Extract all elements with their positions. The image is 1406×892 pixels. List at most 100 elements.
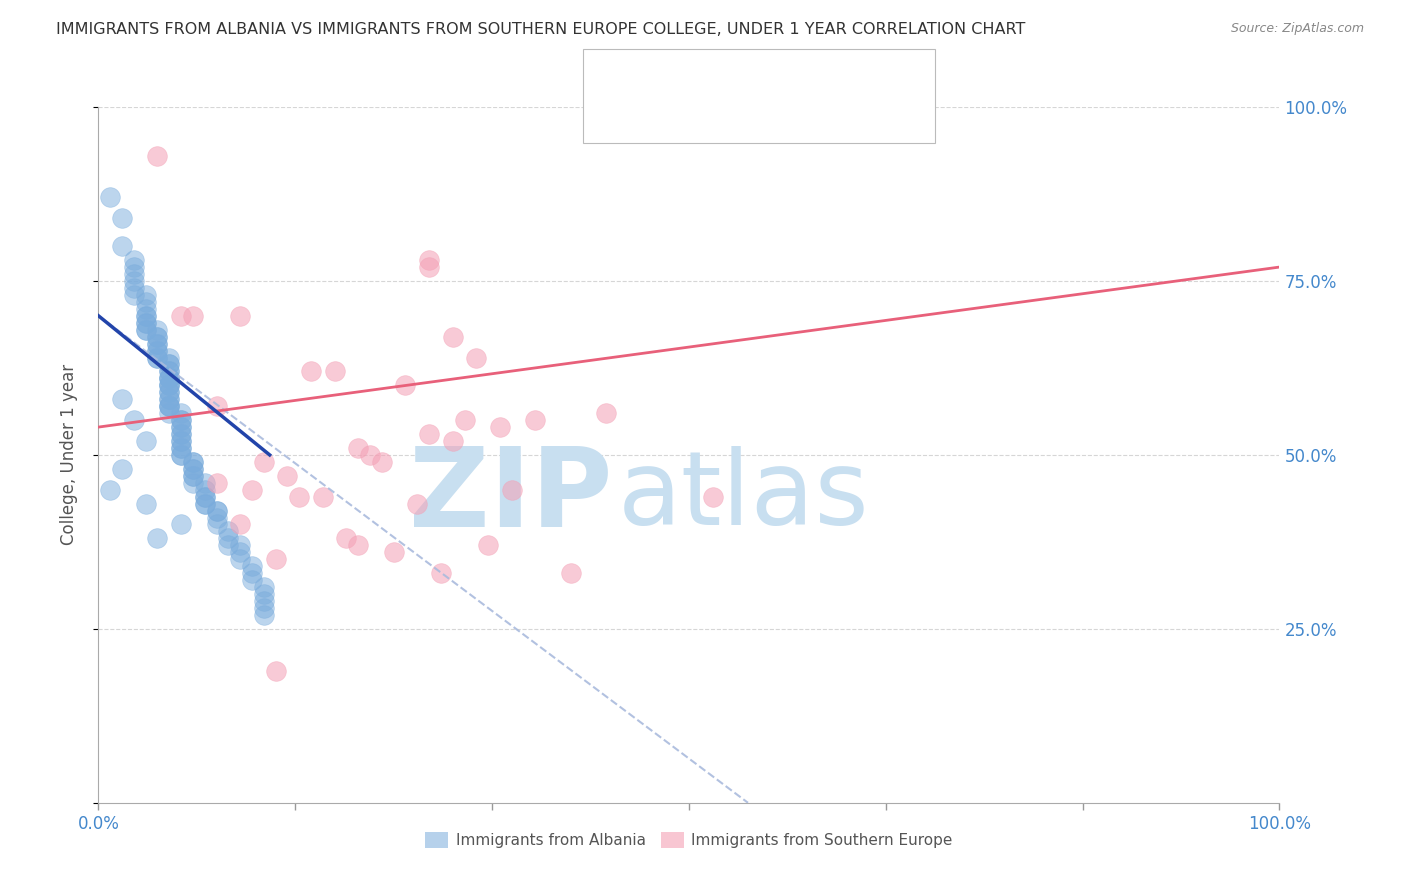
Point (335, 532, 357, 546)
Point (122, 267, 145, 281)
Point (157, 371, 180, 385)
Point (205, 517, 228, 532)
Point (122, 253, 145, 268)
Point (299, 364, 322, 378)
Point (595, 406, 617, 420)
Point (146, 329, 169, 343)
Point (205, 503, 228, 517)
Point (170, 427, 193, 442)
Point (157, 392, 180, 407)
Point (205, 503, 228, 517)
Point (418, 427, 440, 442)
Point (418, 253, 440, 268)
Point (170, 420, 193, 434)
Point (170, 420, 193, 434)
Point (135, 323, 157, 337)
Point (122, 413, 145, 427)
Point (253, 594, 276, 608)
Point (524, 413, 547, 427)
Text: N =: N = (756, 106, 793, 125)
Point (170, 441, 193, 455)
Point (157, 358, 180, 372)
Point (122, 274, 145, 288)
Point (181, 468, 204, 483)
Point (146, 149, 169, 163)
Point (371, 455, 394, 469)
Point (111, 211, 134, 226)
Bar (600, 62, 630, 92)
Point (312, 490, 335, 504)
Point (194, 483, 217, 497)
Point (323, 364, 346, 378)
Point (170, 309, 193, 323)
Point (157, 385, 180, 400)
Point (217, 532, 239, 546)
Point (157, 385, 180, 400)
Point (194, 490, 217, 504)
Point (157, 399, 180, 413)
Point (181, 468, 204, 483)
Point (194, 497, 217, 511)
Point (146, 343, 169, 358)
Point (347, 538, 370, 552)
Point (181, 462, 204, 476)
Point (135, 301, 157, 316)
Point (181, 309, 204, 323)
Point (157, 351, 180, 365)
Point (240, 559, 263, 574)
Point (157, 399, 180, 413)
Legend: Immigrants from Albania, Immigrants from Southern Europe: Immigrants from Albania, Immigrants from… (419, 826, 959, 855)
Point (170, 427, 193, 442)
Point (240, 573, 263, 587)
Point (418, 260, 440, 274)
Point (441, 434, 464, 448)
Point (240, 483, 263, 497)
Point (98, 190, 121, 204)
Point (146, 532, 169, 546)
Point (146, 343, 169, 358)
Point (157, 358, 180, 372)
Point (157, 378, 180, 392)
Point (157, 378, 180, 392)
Point (170, 441, 193, 455)
Point (453, 413, 475, 427)
Point (229, 545, 252, 559)
Point (135, 323, 157, 337)
Point (560, 566, 582, 581)
Point (135, 316, 157, 330)
Text: R =: R = (643, 67, 685, 86)
Point (135, 309, 157, 323)
Point (441, 329, 464, 343)
Point (135, 309, 157, 323)
Point (217, 524, 239, 539)
Point (205, 475, 228, 490)
Point (394, 378, 416, 392)
Text: atlas: atlas (619, 446, 870, 547)
Point (157, 371, 180, 385)
Point (181, 462, 204, 476)
Point (181, 455, 204, 469)
Text: ZIP: ZIP (409, 443, 612, 550)
Point (146, 323, 169, 337)
Point (194, 475, 217, 490)
Point (146, 336, 169, 351)
Point (146, 329, 169, 343)
Point (170, 434, 193, 448)
Point (229, 309, 252, 323)
Point (170, 517, 193, 532)
Point (194, 490, 217, 504)
Point (229, 517, 252, 532)
Point (194, 497, 217, 511)
Point (157, 406, 180, 420)
Point (170, 413, 193, 427)
Point (205, 399, 228, 413)
Point (347, 441, 370, 455)
Point (253, 587, 276, 601)
Point (382, 545, 405, 559)
Point (477, 538, 499, 552)
Point (146, 351, 169, 365)
Point (229, 552, 252, 566)
Point (157, 371, 180, 385)
Text: -0.253: -0.253 (682, 67, 745, 86)
Point (111, 462, 134, 476)
